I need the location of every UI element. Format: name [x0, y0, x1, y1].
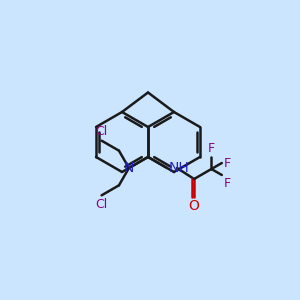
Text: Cl: Cl — [95, 125, 108, 138]
Text: N: N — [124, 161, 134, 175]
Text: Cl: Cl — [95, 198, 108, 211]
Text: O: O — [189, 199, 200, 213]
Text: F: F — [224, 177, 231, 190]
Text: NH: NH — [169, 161, 190, 175]
Text: F: F — [208, 142, 215, 155]
Text: F: F — [224, 157, 231, 169]
